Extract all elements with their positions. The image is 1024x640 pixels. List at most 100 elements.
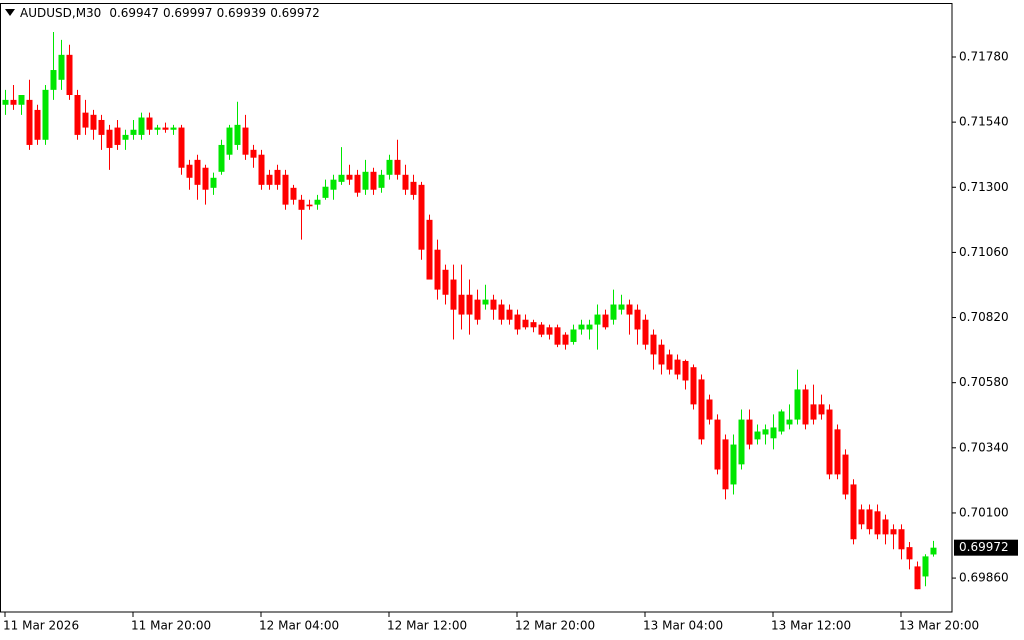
candle-body xyxy=(530,322,537,328)
candle-body xyxy=(242,127,249,155)
candle-body xyxy=(506,309,513,320)
candle-body xyxy=(402,174,409,190)
candle-body xyxy=(90,114,97,130)
candle-body xyxy=(586,324,593,330)
candle-body xyxy=(74,95,81,135)
candle-body xyxy=(386,159,393,175)
candle-body xyxy=(58,54,65,80)
candle-body xyxy=(626,304,633,315)
candle-body xyxy=(762,429,769,435)
candle-body xyxy=(314,199,321,205)
candle-body xyxy=(570,329,577,342)
candle-body xyxy=(514,314,521,330)
candle-body xyxy=(642,319,649,345)
candle-body xyxy=(826,409,833,475)
candle-body xyxy=(186,164,193,178)
candle-body xyxy=(674,359,681,375)
price-label: 0.69972 xyxy=(959,540,1009,554)
candle-body xyxy=(754,431,761,440)
candle-body xyxy=(10,99,17,105)
candle-body xyxy=(162,127,169,130)
candle-body xyxy=(698,379,705,440)
plot-frame xyxy=(0,3,953,613)
candle-body xyxy=(498,304,505,320)
candle-body xyxy=(282,174,289,205)
candle-body xyxy=(682,360,689,381)
candle-body xyxy=(306,204,313,207)
low-value: 0.69939 xyxy=(217,6,267,20)
menu-triangle[interactable] xyxy=(5,9,15,16)
candle-body xyxy=(578,324,585,330)
candle-body xyxy=(18,95,25,105)
candle-body xyxy=(602,314,609,328)
candle-body xyxy=(2,99,9,105)
candle-body xyxy=(538,324,545,335)
candle-body xyxy=(418,184,425,250)
candle-body xyxy=(554,327,561,345)
candle-body xyxy=(178,127,185,168)
candle-body xyxy=(146,117,153,130)
candle-body xyxy=(546,327,553,335)
candle-body xyxy=(114,127,121,145)
y-tick-label: 0.71540 xyxy=(959,115,1009,129)
candle-body xyxy=(594,314,601,325)
candle-body xyxy=(106,129,113,148)
candle-body xyxy=(42,89,49,140)
candle-body xyxy=(330,179,337,190)
candle-body xyxy=(482,299,489,305)
candle-body xyxy=(98,119,105,135)
candle-body xyxy=(290,187,297,200)
candle-body xyxy=(778,411,785,432)
symbol: AUDUSD,M30 xyxy=(20,6,101,20)
candle-body xyxy=(610,304,617,320)
candle-body xyxy=(522,319,529,328)
candle-body xyxy=(322,186,329,198)
candle-body xyxy=(842,454,849,495)
y-tick-label: 0.71060 xyxy=(959,245,1009,259)
candle-body xyxy=(266,174,273,185)
x-tick-label: 11 Mar 2026 xyxy=(3,619,79,633)
candle-body xyxy=(466,294,473,315)
candle-body xyxy=(810,404,817,420)
x-tick-label: 13 Mar 04:00 xyxy=(643,619,723,633)
candle-body xyxy=(490,299,497,310)
candle-body xyxy=(738,419,745,465)
candle-body xyxy=(818,404,825,415)
candle-body xyxy=(730,444,737,485)
candle-body xyxy=(458,294,465,315)
candle-body xyxy=(394,159,401,175)
candle-body xyxy=(298,199,305,210)
candle-body xyxy=(770,427,777,439)
candle-body xyxy=(914,566,921,590)
y-tick-label: 0.70100 xyxy=(959,505,1009,519)
candle-body xyxy=(474,299,481,320)
candle-body xyxy=(874,511,881,535)
close-value: 0.69972 xyxy=(270,6,320,20)
candle-body xyxy=(930,547,937,555)
candle-body xyxy=(154,127,161,130)
candle-body xyxy=(194,159,201,185)
candle-body xyxy=(130,129,137,135)
candle-body xyxy=(426,219,433,280)
price-label-box xyxy=(954,539,1018,556)
candle-body xyxy=(794,389,801,420)
candle-body xyxy=(890,529,897,535)
x-tick-label: 12 Mar 20:00 xyxy=(515,619,595,633)
candle-body xyxy=(850,484,857,540)
candle-body xyxy=(650,334,657,355)
candle-body xyxy=(66,54,73,96)
candle-body xyxy=(658,344,665,365)
candle-body xyxy=(138,117,145,135)
candle-body xyxy=(346,174,353,180)
candle-body xyxy=(362,171,369,190)
x-tick-label: 13 Mar 20:00 xyxy=(899,619,979,633)
x-tick-label: 13 Mar 12:00 xyxy=(771,619,851,633)
x-tick-label: 12 Mar 12:00 xyxy=(387,619,467,633)
y-tick-label: 0.71300 xyxy=(959,180,1009,194)
candle-body xyxy=(170,127,177,130)
y-tick-label: 0.70340 xyxy=(959,440,1009,454)
y-tick-label: 0.70820 xyxy=(959,310,1009,324)
candle-body xyxy=(434,249,441,290)
